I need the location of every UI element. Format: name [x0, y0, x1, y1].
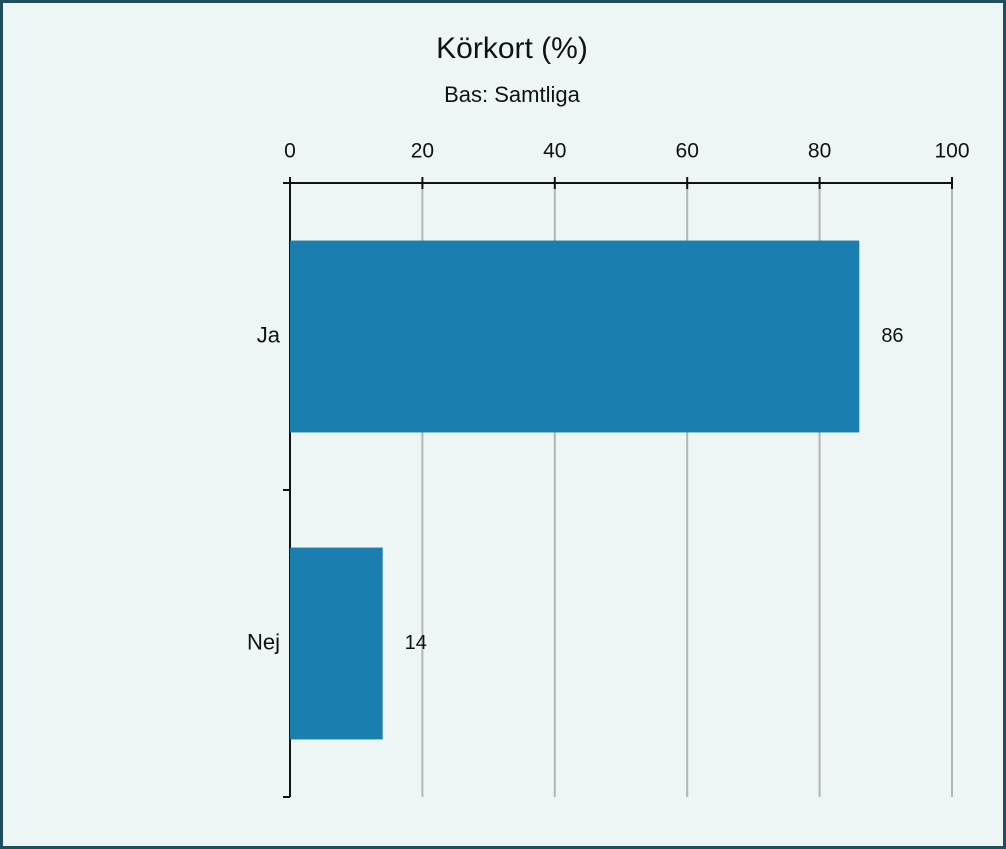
x-tick-label: 0	[284, 140, 296, 163]
x-tick-label: 80	[808, 140, 831, 163]
value-label: 14	[405, 632, 427, 654]
bar	[290, 240, 860, 433]
value-label: 86	[881, 325, 903, 347]
x-tick-label: 60	[676, 140, 699, 163]
y-tick-label: Nej	[247, 629, 280, 654]
bar	[290, 547, 383, 740]
chart-subtitle: Bas: Samtliga	[444, 82, 580, 107]
chart-title: Körkort (%)	[436, 32, 588, 65]
x-tick-label: 100	[934, 140, 969, 163]
y-tick-label: Ja	[257, 322, 281, 347]
x-tick-label: 20	[411, 140, 434, 163]
x-tick-label: 40	[543, 140, 566, 163]
